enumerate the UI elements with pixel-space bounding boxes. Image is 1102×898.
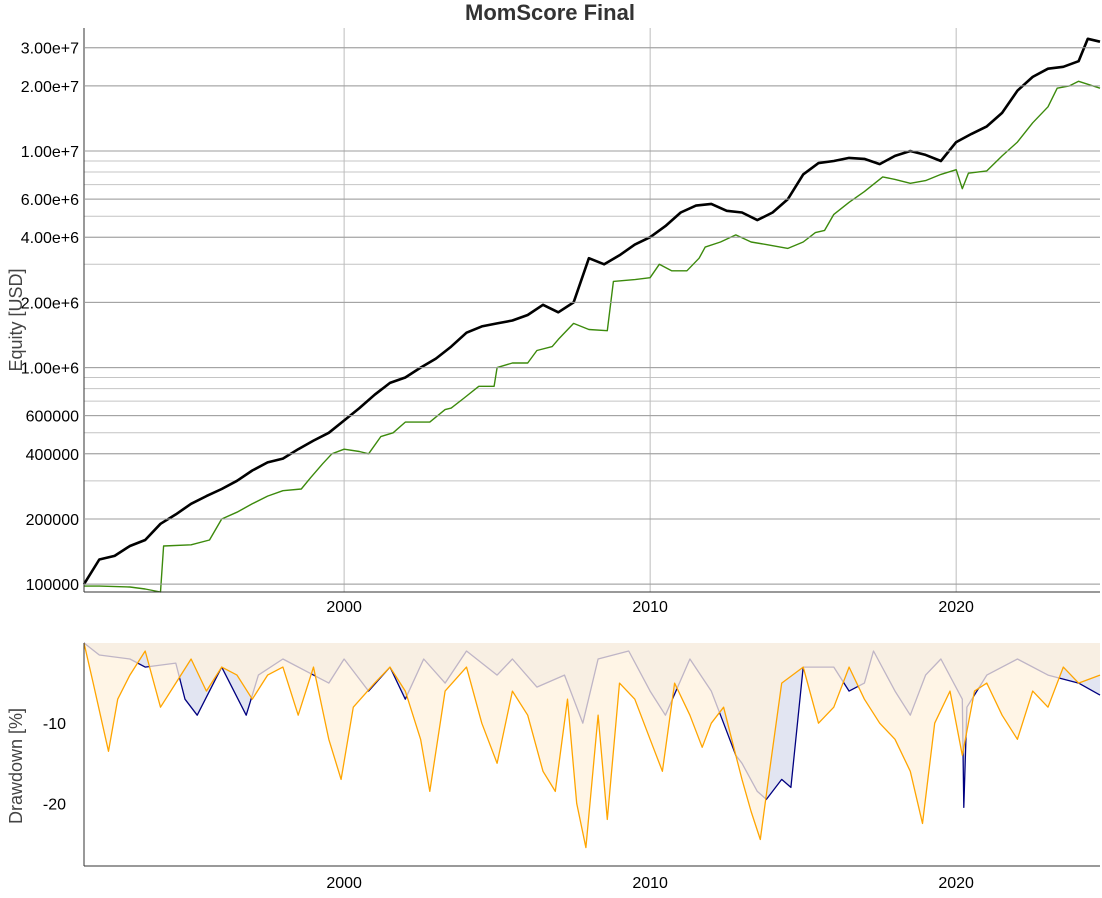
drawdown-strategy-area [84, 643, 1100, 808]
equity-y-tick-label: 400000 [26, 447, 79, 464]
equity-grid [84, 28, 1100, 592]
equity-y-tick-label: 100000 [26, 577, 79, 594]
equity-series [82, 37, 1101, 593]
equity-line-benchmark [84, 80, 1101, 593]
drawdown-series [83, 642, 1101, 849]
equity-panel: 100000 200000 400000 600000 1.00e+6 2.00e+6 4.… [6, 28, 1101, 616]
drawdown-y-tick-label: -20 [43, 796, 66, 813]
equity-line-strategy [82, 37, 1101, 585]
equity-axes: 100000 200000 400000 600000 1.00e+6 2.00e+6 4.… [21, 28, 1100, 616]
equity-x-tick-label: 2000 [326, 599, 362, 616]
equity-y-tick-label: 200000 [26, 512, 79, 529]
equity-y-tick-label: 4.00e+6 [21, 230, 79, 247]
drawdown-y-tick-label: -10 [43, 716, 66, 733]
drawdown-panel: -10 -20 2000 2010 2020 Drawdown [%] [6, 642, 1101, 892]
equity-y-tick-label: 600000 [26, 409, 79, 426]
drawdown-x-tick-label: 2010 [632, 875, 668, 892]
equity-x-tick-label: 2010 [632, 599, 668, 616]
equity-y-tick-label: 2.00e+6 [21, 295, 79, 312]
equity-y-tick-label: 1.00e+6 [21, 361, 79, 378]
drawdown-axes: -10 -20 2000 2010 2020 [43, 643, 1100, 892]
drawdown-x-tick-label: 2020 [938, 875, 974, 892]
drawdown-x-tick-label: 2000 [326, 875, 362, 892]
equity-y-tick-label: 1.00e+7 [21, 144, 79, 161]
drawdown-benchmark-area [84, 643, 1100, 848]
equity-x-tick-label: 2020 [938, 599, 974, 616]
chart-title: MomScore Final [465, 0, 635, 25]
drawdown-ylabel: Drawdown [%] [6, 708, 26, 824]
equity-y-tick-label: 6.00e+6 [21, 192, 79, 209]
equity-ylabel: Equity [USD] [6, 268, 26, 371]
equity-y-tick-label: 2.00e+7 [21, 79, 79, 96]
equity-y-tick-label: 3.00e+7 [21, 41, 79, 58]
drawdown-benchmark-line [83, 642, 1101, 849]
